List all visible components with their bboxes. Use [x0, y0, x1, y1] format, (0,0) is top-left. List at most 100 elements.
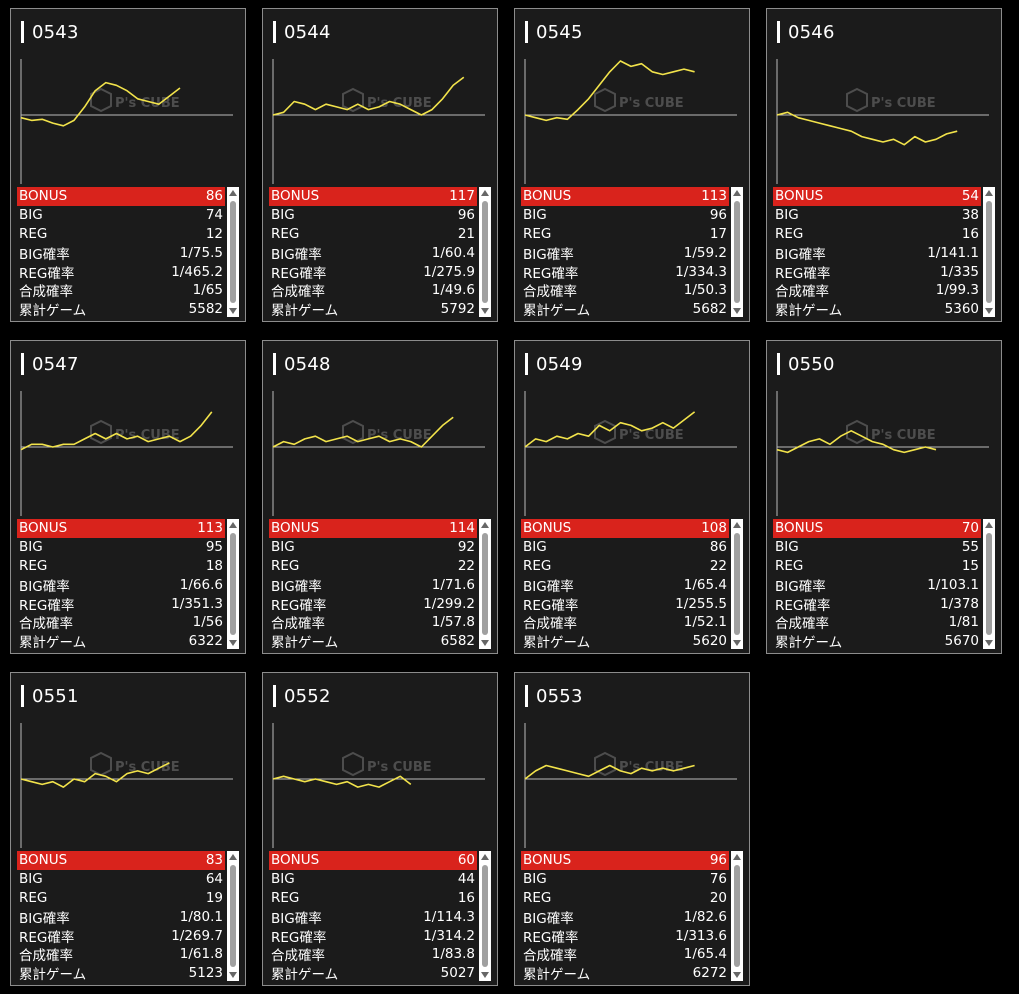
scroll-down-icon[interactable]: [733, 640, 741, 646]
scroll-thumb[interactable]: [230, 865, 236, 967]
scrollbar[interactable]: [479, 851, 491, 981]
stat-label: REG確率: [775, 265, 831, 282]
scrollbar[interactable]: [731, 851, 743, 981]
scroll-thumb[interactable]: [986, 201, 992, 303]
scroll-up-icon[interactable]: [481, 522, 489, 528]
scroll-down-icon[interactable]: [229, 308, 237, 314]
scroll-thumb[interactable]: [734, 533, 740, 635]
machine-card[interactable]: 0551 P's CUBE BONUS 83 BIG 64 REG 19 BIG確率 1/80.1…: [10, 672, 246, 986]
scroll-up-icon[interactable]: [733, 522, 741, 528]
scroll-thumb[interactable]: [230, 533, 236, 635]
stat-row: REG確率 1/269.7: [17, 926, 225, 946]
scroll-down-icon[interactable]: [229, 972, 237, 978]
header-bar: [777, 353, 780, 375]
stats-table: BONUS 70 BIG 55 REG 15 BIG確率 1/103.1 REG確率 1/378 合…: [773, 519, 981, 651]
stat-row: 累計ゲーム 5670: [773, 632, 981, 651]
stat-value: 6322: [188, 633, 223, 650]
scroll-thumb[interactable]: [482, 865, 488, 967]
scrollbar[interactable]: [479, 519, 491, 649]
stat-label: BIG: [19, 207, 43, 224]
machine-card[interactable]: 0543 P's CUBE BONUS 86 BIG 74 REG 12 BIG確率 1/75.5…: [10, 8, 246, 322]
bonus-row: BONUS 83: [17, 851, 225, 870]
stat-label: REG: [523, 557, 552, 574]
stat-value: 76: [709, 871, 727, 888]
stat-label: 累計ゲーム: [775, 635, 843, 652]
stat-value: 22: [709, 557, 727, 574]
stat-value: 1/103.1: [927, 576, 979, 593]
scrollbar[interactable]: [227, 851, 239, 981]
stat-label: 累計ゲーム: [523, 967, 591, 984]
stat-value: 1/52.1: [683, 614, 727, 631]
scroll-up-icon[interactable]: [229, 190, 237, 196]
scroll-down-icon[interactable]: [481, 640, 489, 646]
stat-value: 70: [961, 520, 979, 537]
scrollbar[interactable]: [731, 519, 743, 649]
machine-card[interactable]: 0552 P's CUBE BONUS 60 BIG 44 REG 16 BIG確率 1/114.…: [262, 672, 498, 986]
scroll-thumb[interactable]: [734, 201, 740, 303]
scroll-up-icon[interactable]: [733, 854, 741, 860]
stat-row: BIG 38: [773, 206, 981, 225]
scroll-thumb[interactable]: [986, 533, 992, 635]
scrollbar[interactable]: [479, 187, 491, 317]
watermark-text: P's CUBE: [871, 428, 936, 443]
scroll-up-icon[interactable]: [985, 190, 993, 196]
cube-icon: [342, 751, 364, 777]
scroll-up-icon[interactable]: [229, 522, 237, 528]
slump-graph: P's CUBE: [20, 723, 233, 848]
stat-label: 合成確率: [19, 948, 73, 965]
scroll-thumb[interactable]: [230, 201, 236, 303]
scrollbar[interactable]: [227, 519, 239, 649]
stat-row: 累計ゲーム 5027: [269, 964, 477, 983]
cube-icon: [846, 419, 868, 445]
graph-line: [272, 775, 412, 788]
scroll-down-icon[interactable]: [985, 640, 993, 646]
slump-graph: P's CUBE: [20, 59, 233, 184]
scroll-up-icon[interactable]: [985, 522, 993, 528]
stat-row: 累計ゲーム 5360: [773, 300, 981, 319]
machine-card[interactable]: 0550 P's CUBE BONUS 70 BIG 55 REG 15 BIG確率 1/103.…: [766, 340, 1002, 654]
stat-label: BONUS: [523, 852, 572, 869]
scrollbar[interactable]: [983, 187, 995, 317]
scroll-down-icon[interactable]: [481, 308, 489, 314]
stat-value: 113: [197, 520, 223, 537]
scroll-down-icon[interactable]: [733, 308, 741, 314]
header-bar: [525, 21, 528, 43]
card-header: 0544: [273, 19, 331, 45]
scrollbar[interactable]: [731, 187, 743, 317]
scroll-thumb[interactable]: [482, 533, 488, 635]
watermark-text: P's CUBE: [367, 428, 432, 443]
cube-icon: [594, 419, 616, 445]
stat-row: REG確率 1/465.2: [17, 262, 225, 282]
card-header: 0545: [525, 19, 583, 45]
machine-card[interactable]: 0549 P's CUBE BONUS 108 BIG 86 REG 22 BIG確率 1/65.…: [514, 340, 750, 654]
machine-card[interactable]: 0545 P's CUBE BONUS 113 BIG 96 REG 17 BIG確率 1/59.…: [514, 8, 750, 322]
scrollbar[interactable]: [983, 519, 995, 649]
stat-value: 19: [205, 889, 223, 906]
machine-card[interactable]: 0546 P's CUBE BONUS 54 BIG 38 REG 16 BIG確率 1/141.…: [766, 8, 1002, 322]
scroll-down-icon[interactable]: [229, 640, 237, 646]
scroll-up-icon[interactable]: [481, 190, 489, 196]
machine-card[interactable]: 0548 P's CUBE BONUS 114 BIG 92 REG 22 BIG確率 1/71.…: [262, 340, 498, 654]
scroll-up-icon[interactable]: [481, 854, 489, 860]
stat-label: REG確率: [271, 597, 327, 614]
scroll-down-icon[interactable]: [733, 972, 741, 978]
machine-card[interactable]: 0547 P's CUBE BONUS 113 BIG 95 REG 18 BIG確率 1/66.…: [10, 340, 246, 654]
stat-label: 合成確率: [523, 616, 577, 633]
cube-icon: [90, 751, 112, 777]
stat-row: BIG確率 1/141.1: [773, 243, 981, 263]
stat-row: 合成確率 1/56: [17, 613, 225, 632]
scroll-thumb[interactable]: [734, 865, 740, 967]
stat-row: REG 15: [773, 557, 981, 576]
scroll-up-icon[interactable]: [229, 854, 237, 860]
scrollbar[interactable]: [227, 187, 239, 317]
scroll-down-icon[interactable]: [481, 972, 489, 978]
scroll-up-icon[interactable]: [733, 190, 741, 196]
stats-table: BONUS 83 BIG 64 REG 19 BIG確率 1/80.1 REG確率 1/269.7…: [17, 851, 225, 983]
stat-label: BIG: [19, 871, 43, 888]
scroll-down-icon[interactable]: [985, 308, 993, 314]
machine-card[interactable]: 0553 P's CUBE BONUS 96 BIG 76 REG 20 BIG確率 1/82.6…: [514, 672, 750, 986]
machine-card[interactable]: 0544 P's CUBE BONUS 117 BIG 96 REG 21 BIG確率 1/60.…: [262, 8, 498, 322]
stat-value: 15: [961, 557, 979, 574]
scroll-thumb[interactable]: [482, 201, 488, 303]
watermark-logo: P's CUBE: [594, 87, 684, 113]
